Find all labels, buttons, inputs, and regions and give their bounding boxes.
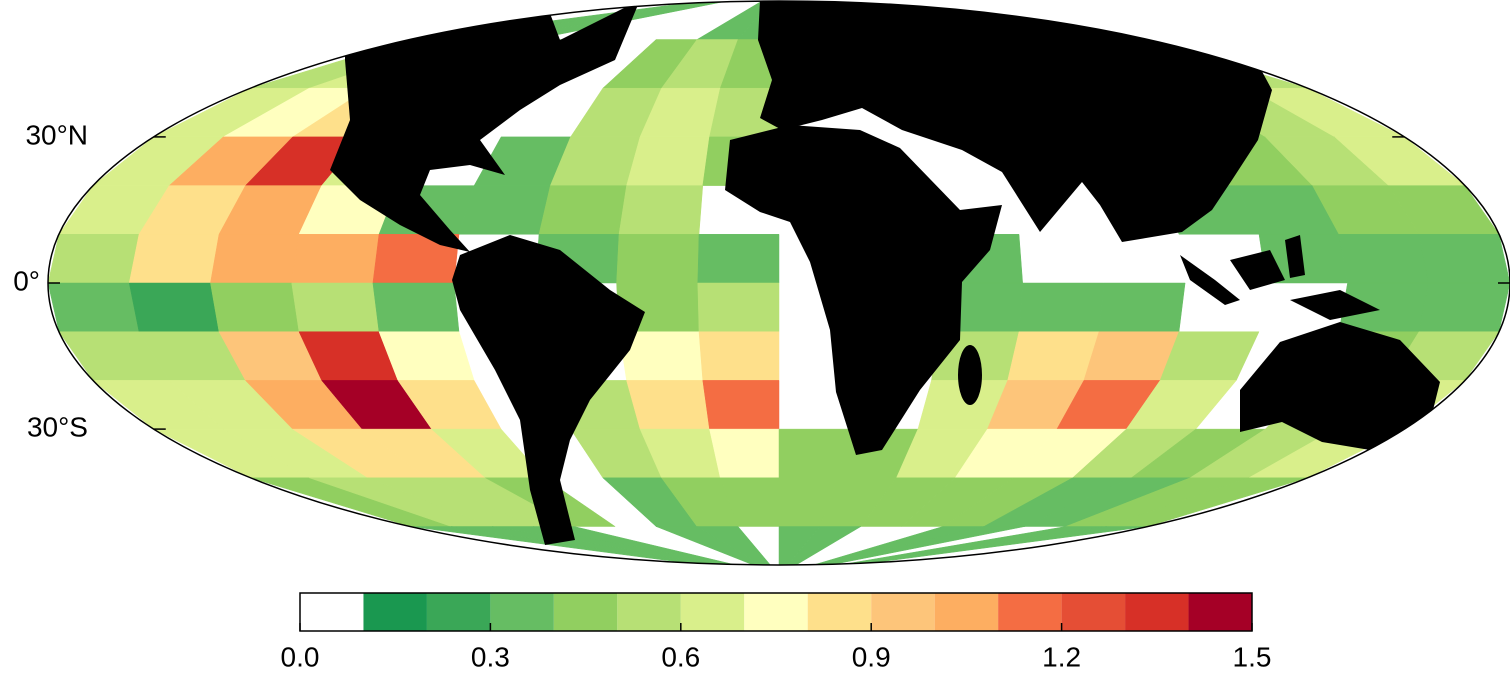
colorbar-bin bbox=[300, 593, 364, 631]
colorbar-tick-label: 0.9 bbox=[852, 641, 891, 672]
field-cell bbox=[210, 282, 300, 332]
field-cell bbox=[48, 234, 140, 284]
field-cell bbox=[626, 380, 710, 430]
lat-label: 30°S bbox=[27, 411, 88, 442]
eurasia bbox=[758, 1, 1272, 242]
colorbar-bin bbox=[1061, 593, 1126, 631]
field-cell bbox=[626, 136, 710, 186]
field-cell bbox=[1418, 282, 1510, 332]
australia bbox=[1240, 322, 1440, 452]
land bbox=[330, 1, 1440, 545]
field-cell bbox=[1418, 234, 1510, 284]
madagascar bbox=[958, 345, 982, 405]
colorbar-bin bbox=[363, 593, 427, 631]
field-cell bbox=[1007, 331, 1100, 381]
field-cell bbox=[778, 526, 1025, 565]
colorbar: 0.0 0.3 0.6 0.9 1.2 1.5 bbox=[281, 592, 1272, 672]
south-america bbox=[452, 235, 645, 545]
colorbar-bin bbox=[934, 593, 999, 631]
colorbar-tick-label: 0.0 bbox=[281, 641, 320, 672]
colorbar-bin bbox=[490, 593, 554, 631]
colorbar-bin bbox=[998, 593, 1062, 631]
field-cell bbox=[291, 282, 380, 332]
field-cell bbox=[210, 234, 300, 284]
colorbar-bin bbox=[553, 593, 618, 631]
colorbar-bin bbox=[426, 593, 491, 631]
ocean-field bbox=[48, 1, 1510, 565]
field-cell bbox=[291, 234, 380, 284]
field-cell bbox=[1338, 234, 1430, 284]
field-cell bbox=[618, 185, 704, 235]
field-cell bbox=[1098, 282, 1186, 332]
field-cell bbox=[128, 282, 220, 332]
lat-label: 30°N bbox=[25, 119, 88, 150]
colorbar-bin bbox=[1188, 593, 1252, 631]
field-cell bbox=[702, 380, 780, 430]
field-cell bbox=[48, 282, 140, 332]
field-cell bbox=[778, 428, 849, 479]
field-cell bbox=[458, 185, 551, 235]
colorbar-bin bbox=[617, 593, 681, 631]
africa bbox=[725, 125, 1002, 455]
field-cell bbox=[616, 234, 700, 284]
colorbar-tick-label: 0.6 bbox=[661, 641, 700, 672]
north-america bbox=[330, 1, 640, 252]
field-cell bbox=[128, 234, 220, 284]
field-cell bbox=[697, 282, 780, 332]
field-cell bbox=[538, 185, 627, 235]
field-cell bbox=[778, 526, 1148, 565]
colorbar-tick-label: 0.3 bbox=[471, 641, 510, 672]
field-cell bbox=[709, 428, 780, 479]
maritime-continent bbox=[1180, 235, 1380, 320]
colorbar-tick-label: 1.2 bbox=[1042, 641, 1081, 672]
colorbar-frame bbox=[299, 592, 1253, 632]
colorbar-bin bbox=[680, 593, 745, 631]
field-cell bbox=[698, 331, 780, 381]
colorbar-bin bbox=[807, 593, 872, 631]
field-cell bbox=[1018, 282, 1105, 332]
field-cell bbox=[372, 282, 460, 332]
field-cell bbox=[778, 526, 862, 565]
field-cell bbox=[696, 526, 780, 565]
colorbar-bin bbox=[1125, 593, 1189, 631]
lat-label: 0° bbox=[13, 265, 40, 296]
colorbar-tick-label: 1.5 bbox=[1233, 641, 1272, 672]
colorbar-bin bbox=[871, 593, 935, 631]
field-cell bbox=[697, 234, 780, 284]
colorbar-bin bbox=[744, 593, 808, 631]
